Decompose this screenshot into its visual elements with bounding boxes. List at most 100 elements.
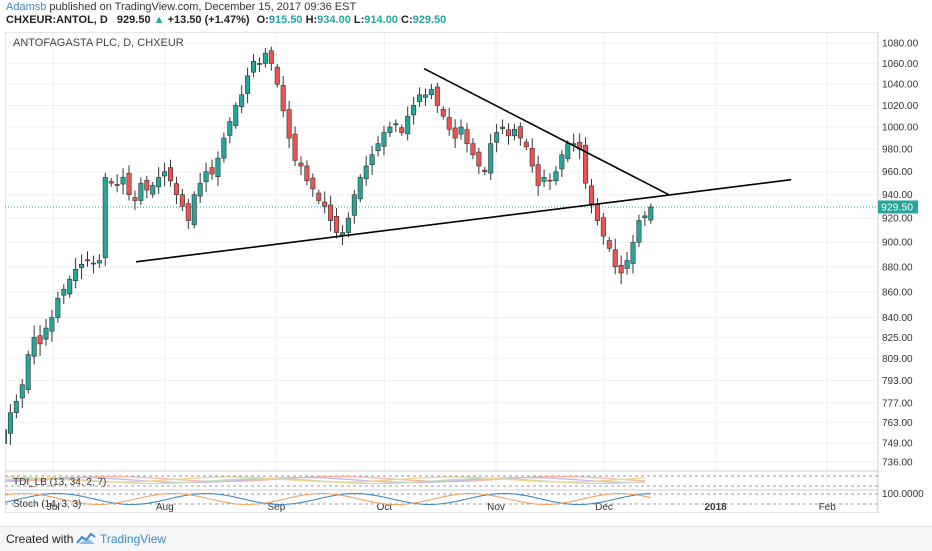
- trendline: [423, 67, 670, 196]
- candle-body: [345, 217, 351, 233]
- candle-body: [594, 203, 600, 221]
- candle: [132, 190, 138, 210]
- candle: [37, 325, 43, 356]
- candle: [553, 166, 559, 186]
- price-chart[interactable]: 1080.00 1060.00 1040.00 1020.00 1000.00 980.0…: [0, 31, 928, 514]
- candle-body: [589, 185, 595, 205]
- x-tick-label: Dec: [595, 502, 613, 513]
- candle-body: [251, 61, 257, 73]
- candle: [428, 84, 434, 100]
- y-tick-label: 763.00: [882, 418, 913, 429]
- candle: [345, 212, 351, 238]
- candle: [256, 57, 262, 73]
- tdi-line: [0, 476, 645, 483]
- candle-body: [428, 89, 434, 96]
- y-tick-label: 736.00: [882, 458, 913, 469]
- candle-body: [37, 335, 43, 345]
- candle-body: [221, 137, 227, 159]
- candle-body: [316, 192, 322, 201]
- candle: [464, 123, 470, 153]
- candle: [239, 85, 245, 114]
- candle: [606, 236, 612, 252]
- candle-body: [357, 177, 363, 200]
- candle-body: [310, 177, 316, 190]
- y-tick-label: 825.00: [882, 333, 913, 344]
- tradingview-brand[interactable]: TradingView: [100, 532, 167, 546]
- candle: [612, 238, 618, 275]
- candle-body: [203, 171, 209, 183]
- tdi-line: [0, 476, 645, 484]
- tdi-panel[interactable]: [0, 470, 878, 487]
- candle: [126, 165, 132, 201]
- price-change: +13.50 (+1.47%): [167, 14, 250, 26]
- candle-body: [67, 278, 73, 295]
- trendline: [135, 178, 792, 263]
- candle: [351, 190, 357, 224]
- candle: [310, 173, 316, 198]
- ohlc-line: CHXEUR:ANTOL, D 929.50 ▲ +13.50 (+1.47%)…: [6, 14, 446, 26]
- candle-body: [434, 86, 440, 106]
- candle-body: [476, 151, 482, 167]
- candle-body: [280, 85, 286, 112]
- candle-body: [256, 63, 262, 65]
- candle: [322, 191, 328, 214]
- candle-body: [150, 185, 156, 195]
- candle: [292, 126, 298, 167]
- y-tick-label: 960.00: [882, 167, 913, 178]
- candle-body: [43, 327, 49, 340]
- candle: [511, 123, 517, 141]
- stoch-panel[interactable]: [0, 489, 878, 506]
- candle: [452, 119, 458, 149]
- candle-body: [108, 181, 114, 184]
- candle-body: [553, 171, 559, 182]
- candle-body: [482, 169, 488, 172]
- candle: [298, 156, 304, 176]
- candle-body: [96, 260, 102, 264]
- close-value: 929.50: [412, 14, 447, 26]
- chart-header: Adamsb published on TradingView.com, Dec…: [0, 0, 932, 26]
- candle-body: [126, 172, 132, 195]
- candle: [440, 106, 446, 120]
- candle: [393, 119, 399, 133]
- chart-border: [4, 31, 879, 514]
- candle-body: [239, 94, 245, 108]
- candle-body: [565, 143, 571, 160]
- candle-body: [535, 164, 541, 186]
- author-link[interactable]: Adamsb: [6, 1, 47, 13]
- candle: [55, 291, 61, 323]
- chart-frame[interactable]: 1080.00 1060.00 1040.00 1020.00 1000.00 980.0…: [0, 31, 928, 514]
- candle-body: [304, 165, 310, 182]
- candle: [61, 284, 67, 305]
- candle: [583, 137, 589, 189]
- y-tick-label: 777.00: [882, 398, 913, 409]
- candle: [559, 150, 565, 177]
- candle: [67, 275, 73, 298]
- candle: [168, 159, 174, 187]
- candle-body: [215, 157, 221, 178]
- candle-body: [197, 182, 203, 197]
- candle: [405, 106, 411, 141]
- price-tag-text: 929.50: [881, 201, 913, 213]
- candle: [494, 123, 500, 153]
- candle-body: [209, 167, 215, 175]
- high-label: H:: [305, 14, 318, 26]
- candle: [363, 155, 369, 186]
- candle-body: [13, 401, 19, 413]
- stoch-level-label: 100.0000: [882, 489, 924, 500]
- candle-body: [494, 132, 500, 143]
- candle-body: [618, 264, 624, 274]
- candle-body: [600, 217, 606, 237]
- y-tick-label: 900.00: [882, 238, 913, 249]
- candle: [144, 175, 150, 199]
- last-price: 929.50: [116, 14, 151, 26]
- candle-body: [458, 126, 464, 135]
- candle-body: [334, 215, 340, 233]
- candle-body: [387, 126, 393, 133]
- candle: [417, 87, 423, 107]
- candle-body: [120, 177, 126, 185]
- candle: [209, 159, 215, 180]
- candle: [203, 162, 209, 193]
- candle-body: [79, 263, 85, 269]
- candle-body: [132, 197, 138, 201]
- candle: [262, 48, 268, 68]
